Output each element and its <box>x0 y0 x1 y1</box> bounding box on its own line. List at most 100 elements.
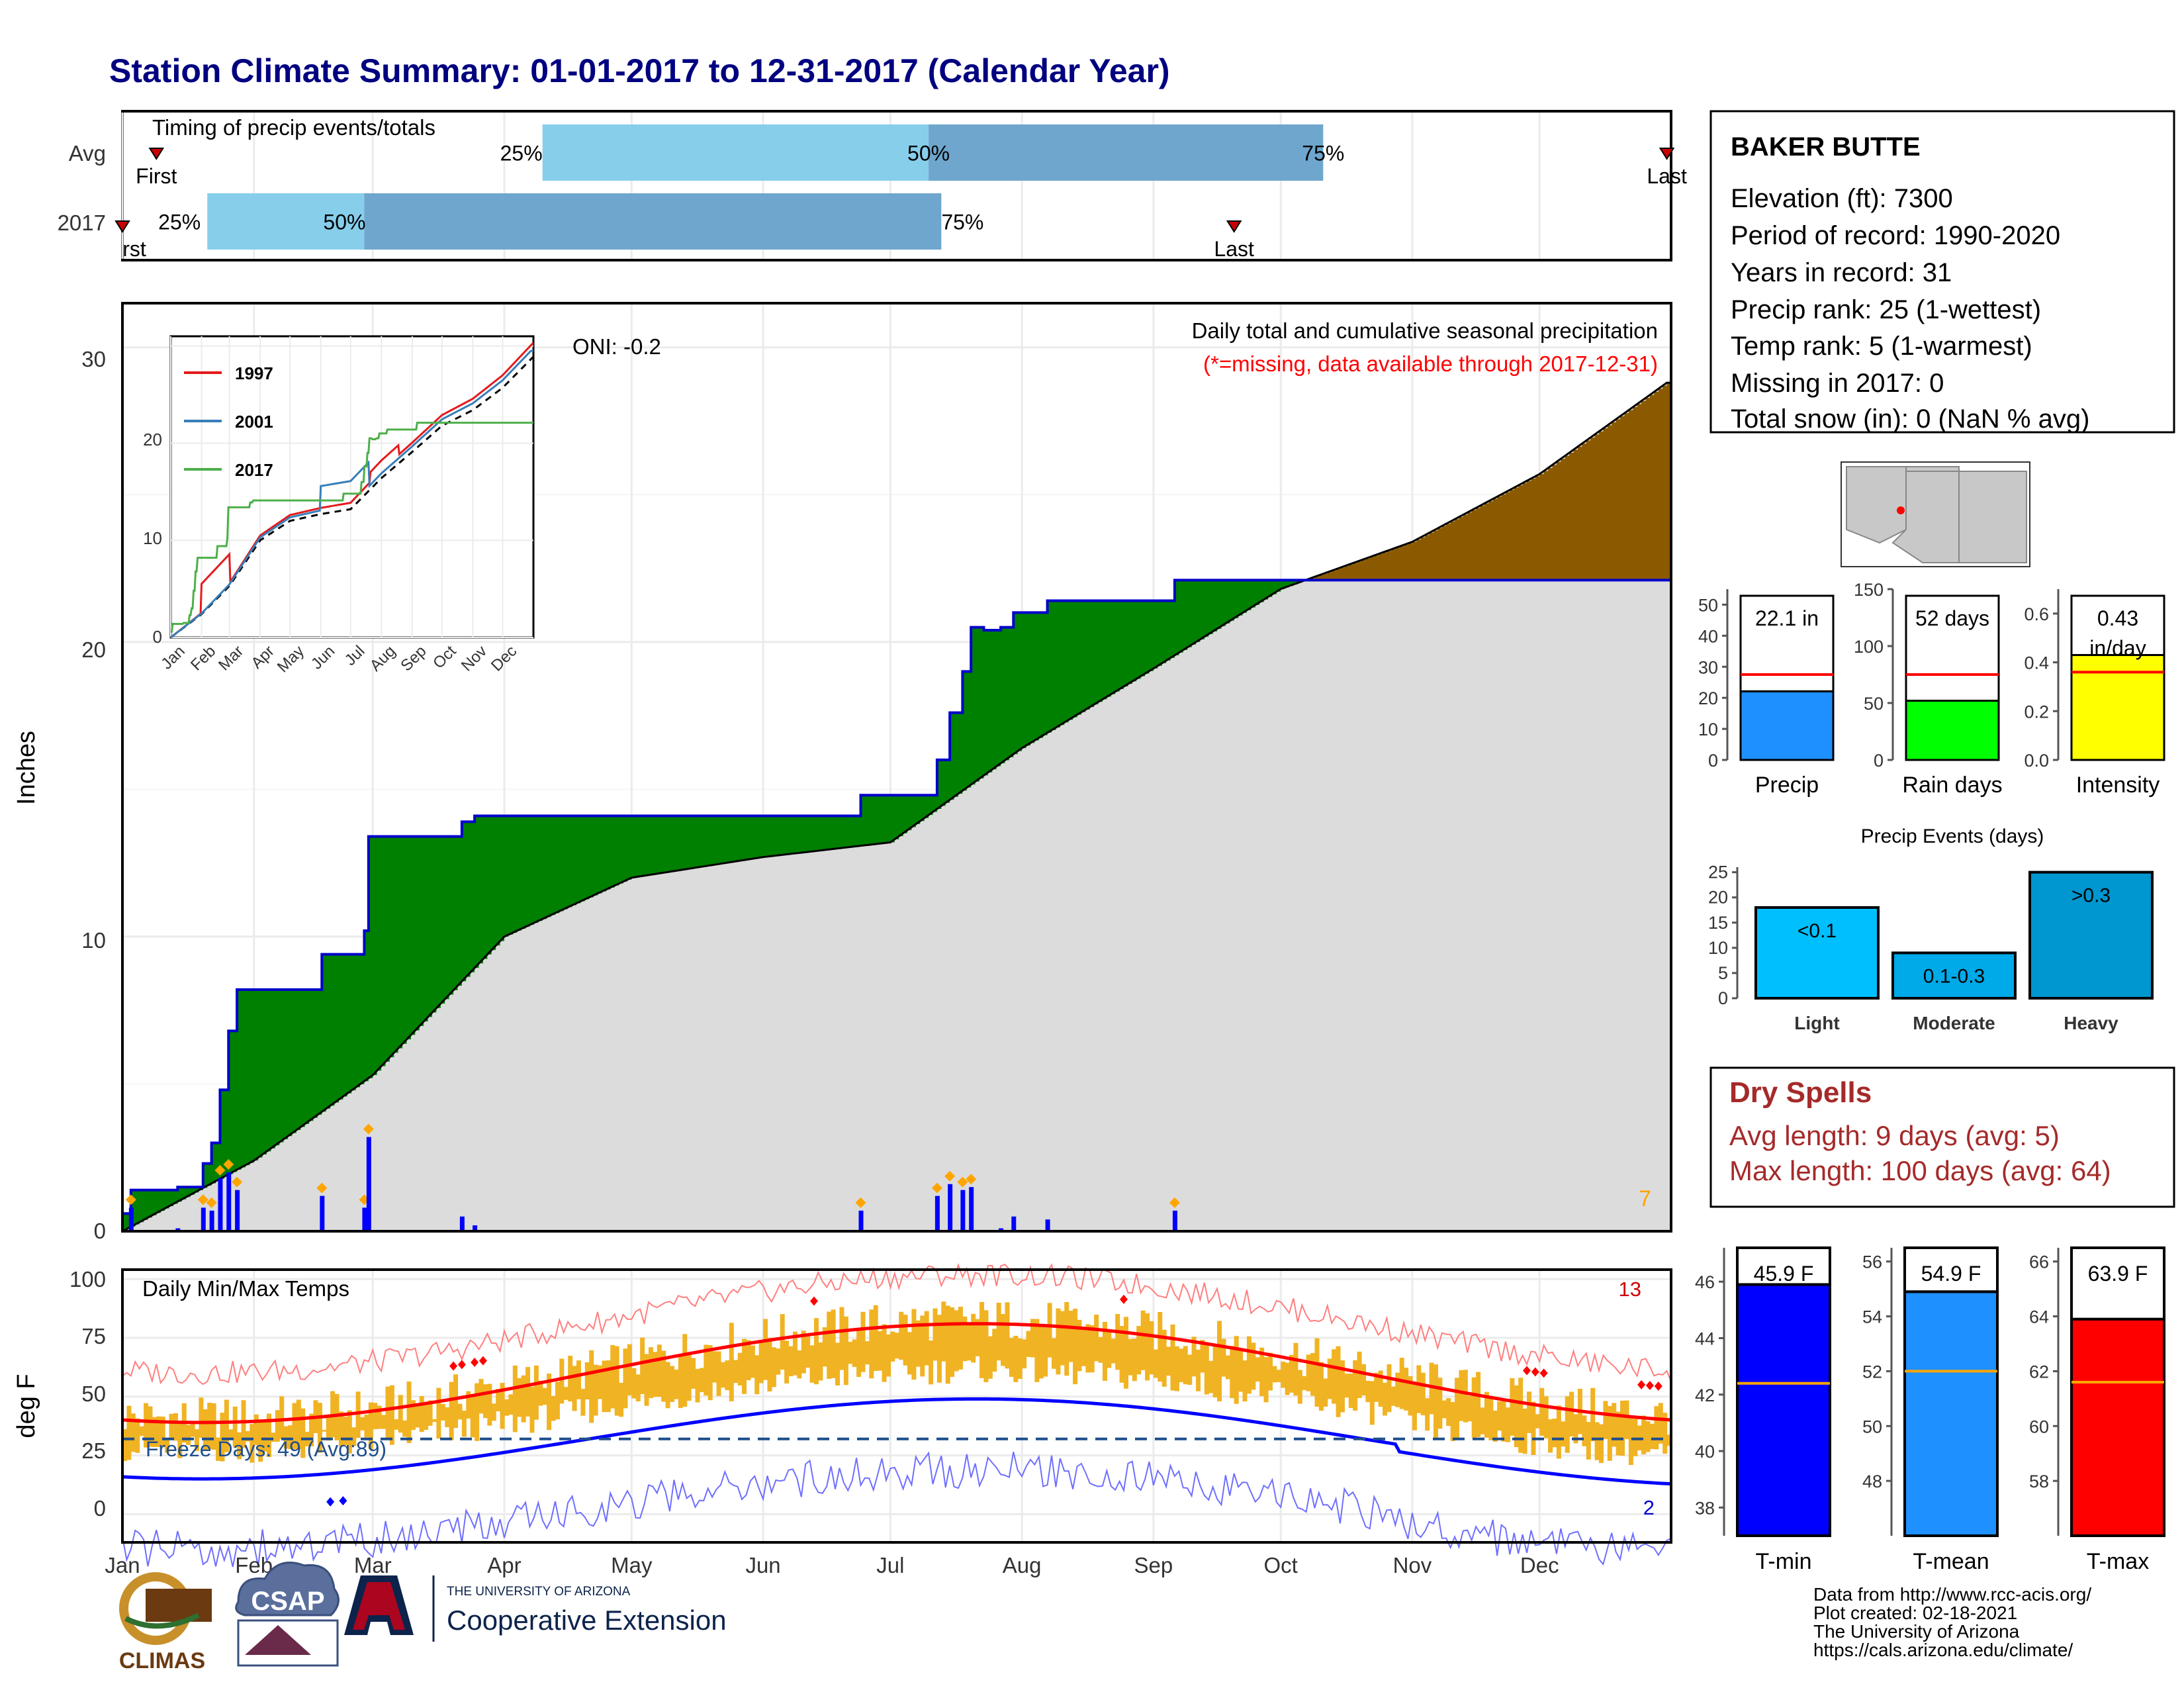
dry-spells-max: Max length: 100 days (avg: 64) <box>1729 1155 2111 1186</box>
temp-daily-bar <box>1404 1368 1409 1411</box>
mini-chart-label: Precip <box>1755 773 1819 798</box>
record-high-mark <box>1637 1380 1646 1389</box>
temp-daily-bar <box>190 1421 195 1437</box>
temp-daily-bar <box>966 1323 972 1361</box>
state-shape-nevada <box>1846 466 1907 544</box>
temp-daily-bar <box>1594 1422 1600 1460</box>
temp-daily-bar <box>1641 1415 1647 1454</box>
temp-daily-bar <box>512 1365 518 1432</box>
temp-daily-bar <box>1111 1338 1116 1364</box>
temp-summary-label-box <box>2070 1246 2165 1321</box>
mini-tick-label: 0 <box>1874 751 1884 771</box>
temp-daily-bar <box>678 1356 683 1409</box>
temp-daily-bar <box>364 1415 369 1438</box>
events-tick-label: 15 <box>1708 913 1728 933</box>
temp-daily-bar <box>869 1309 874 1379</box>
avg-min-line <box>122 1397 1672 1486</box>
timing-bar-q3 <box>929 124 1324 181</box>
temp-daily-bar <box>338 1411 343 1447</box>
temp-daily-bar <box>750 1345 755 1378</box>
temp-daily-bar <box>635 1374 641 1402</box>
temp-daily-bar <box>126 1405 132 1460</box>
temp-daily-bar <box>1615 1411 1621 1456</box>
temp-daily-bar <box>177 1422 183 1458</box>
temp-daily-bar <box>763 1319 768 1380</box>
temp-daily-bar <box>1128 1338 1133 1376</box>
temp-daily-bar <box>640 1337 645 1395</box>
temp-daily-bar <box>1488 1395 1494 1440</box>
temp-daily-bar <box>945 1305 950 1384</box>
heavy-event-marker <box>944 1170 956 1182</box>
temp-ytick: 25 <box>81 1438 106 1463</box>
temp-daily-bar <box>1573 1414 1578 1444</box>
temp-daily-bar <box>1293 1342 1298 1396</box>
mini-tick-label: 50 <box>1698 595 1718 615</box>
temp-daily-bar <box>1365 1380 1371 1403</box>
temp-bar-tick-label: 64 <box>2029 1307 2049 1327</box>
csap-logo-cloud <box>235 1562 340 1617</box>
temp-daily-bar <box>253 1414 259 1446</box>
record-high-mark <box>449 1361 458 1371</box>
temp-daily-bar <box>1548 1419 1553 1453</box>
temp-daily-bar <box>852 1339 857 1368</box>
events-tick-label: 10 <box>1708 938 1728 958</box>
temp-daily-bar <box>1556 1405 1561 1459</box>
daily-precip-bars <box>125 1123 1180 1231</box>
events-tick-label: 5 <box>1718 963 1728 983</box>
temp-daily-bar <box>1314 1338 1320 1407</box>
temp-daily-bar <box>275 1410 280 1442</box>
temp-daily-bar <box>343 1417 348 1446</box>
temp-daily-bar <box>517 1378 522 1417</box>
temp-daily-bar <box>941 1301 946 1362</box>
temp-daily-bar <box>848 1341 853 1364</box>
temp-daily-bar <box>929 1340 934 1385</box>
mini-tick-label: 20 <box>1698 688 1718 708</box>
temp-daily-bar <box>389 1385 394 1445</box>
temp-daily-bar <box>797 1350 802 1379</box>
temp-daily-bar <box>326 1415 331 1441</box>
temp-daily-bar <box>1620 1400 1625 1456</box>
daily-precip-bar <box>969 1187 974 1231</box>
temp-ytick: 0 <box>94 1496 106 1521</box>
temp-daily-bar <box>657 1344 662 1397</box>
temp-bar-tick-label: 44 <box>1695 1329 1715 1348</box>
temp-daily-bar <box>1158 1312 1163 1382</box>
cumulative-2017-line <box>122 579 1671 1215</box>
temp-daily-bar <box>1043 1325 1048 1377</box>
precip-ytick: 20 <box>81 637 106 662</box>
heavy-event-marker <box>316 1182 328 1194</box>
daily-precip-bar <box>934 1196 940 1231</box>
heavy-event-marker <box>966 1174 977 1185</box>
temp-daily-bar <box>742 1338 747 1394</box>
daily-precip-bar <box>209 1210 214 1231</box>
temp-daily-bar <box>1543 1396 1549 1438</box>
temp-daily-bar <box>784 1340 790 1383</box>
temp-bar-tick-label: 52 <box>1862 1362 1882 1382</box>
record-high-mark <box>1531 1367 1539 1377</box>
temp-daily-bar <box>958 1307 963 1370</box>
temp-daily-bar <box>1535 1414 1540 1429</box>
temp-daily-bar <box>1073 1308 1078 1385</box>
temp-daily-bar <box>1302 1376 1307 1391</box>
credits: Data from http://www.rcc-acis.org/ Plot … <box>1813 1584 2091 1660</box>
temp-daily-bar <box>737 1352 743 1385</box>
station-name: BAKER BUTTE <box>1731 132 1921 162</box>
mini-value-label: in/day <box>2089 636 2146 660</box>
timing-pct-label: 25% <box>500 142 543 165</box>
temp-daily-bar <box>500 1383 505 1429</box>
temp-daily-bar <box>979 1301 985 1378</box>
temp-daily-bar <box>1060 1311 1065 1366</box>
temp-daily-bar <box>695 1368 700 1403</box>
state-shape-new-mexico <box>1958 471 2027 563</box>
temp-daily-bar <box>860 1311 866 1372</box>
temp-daily-bar <box>1208 1360 1214 1393</box>
ua-logo-university: THE UNIVERSITY OF ARIZONA <box>447 1585 631 1599</box>
temp-daily-bar <box>135 1418 140 1453</box>
temp-daily-bar <box>975 1319 980 1356</box>
temp-daily-bar <box>1455 1378 1460 1438</box>
temp-daily-bar <box>1531 1401 1536 1455</box>
temp-daily-bar <box>758 1342 764 1383</box>
temp-daily-bar <box>882 1324 887 1382</box>
temp-daily-bar <box>767 1337 772 1392</box>
temp-daily-bar <box>1013 1335 1019 1382</box>
